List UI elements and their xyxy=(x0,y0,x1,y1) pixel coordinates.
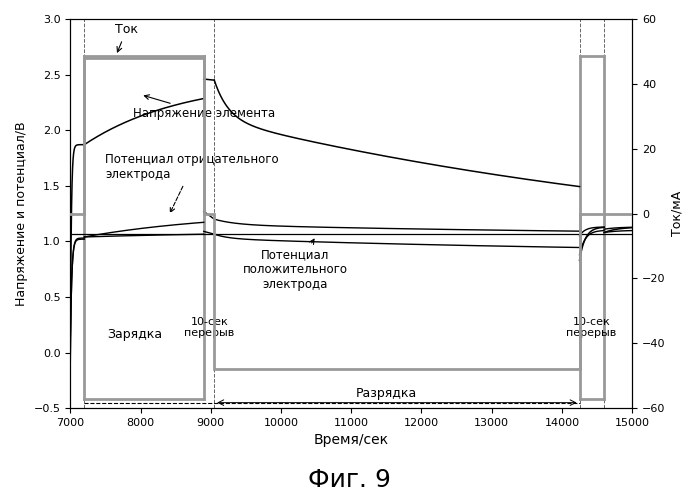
Text: Фиг. 9: Фиг. 9 xyxy=(308,468,391,492)
Text: 10-сек
перерыв: 10-сек перерыв xyxy=(185,316,234,338)
Y-axis label: Ток/мА: Ток/мА xyxy=(671,191,684,236)
Text: Напряжение элемента: Напряжение элемента xyxy=(134,95,275,120)
Text: 10-сек
перерыв: 10-сек перерыв xyxy=(566,316,617,338)
X-axis label: Время/сек: Время/сек xyxy=(314,433,389,448)
Text: Потенциал отрицательного
электрода: Потенциал отрицательного электрода xyxy=(106,153,279,212)
Text: Зарядка: Зарядка xyxy=(108,328,162,341)
Text: Разрядка: Разрядка xyxy=(356,387,417,400)
Text: Потенциал
положительного
электрода: Потенциал положительного электрода xyxy=(243,239,347,291)
Text: Ток: Ток xyxy=(115,24,138,52)
Y-axis label: Напряжение и потенциал/В: Напряжение и потенциал/В xyxy=(15,122,28,306)
